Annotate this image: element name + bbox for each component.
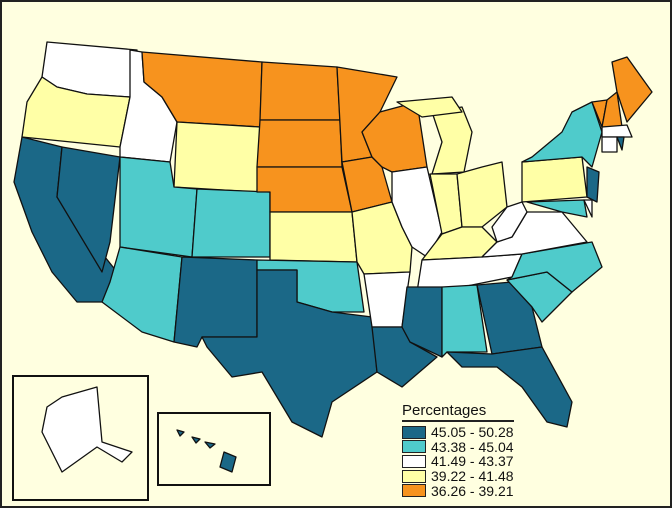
legend-label: 36.26 - 39.21 (431, 482, 514, 499)
state-ne (256, 166, 353, 213)
state-ak (41, 386, 133, 473)
state-pa (521, 156, 588, 203)
legend-swatch (402, 425, 426, 439)
legend-item: 36.26 - 39.21 (402, 482, 514, 499)
legend-item: 41.49 - 43.37 (402, 453, 514, 470)
state-ia (341, 156, 393, 213)
state-hi (191, 436, 201, 444)
legend-item: 43.38 - 45.04 (402, 438, 514, 455)
state-ny (521, 101, 603, 168)
state-de (583, 199, 593, 218)
state-nd (259, 61, 341, 121)
legend-swatch (402, 484, 426, 498)
state-tx (201, 269, 378, 438)
legend: Percentages 45.05 - 50.28 43.38 - 45.04 41… (402, 402, 514, 499)
state-al (441, 284, 488, 358)
legend-swatch (402, 454, 426, 468)
state-fl (446, 346, 573, 428)
state-il (391, 166, 443, 258)
legend-item: 45.05 - 50.28 (402, 424, 514, 441)
state-nm (173, 256, 258, 348)
state-mi (396, 96, 463, 118)
state-nj (586, 166, 600, 203)
state-wy (173, 121, 261, 193)
state-md (526, 199, 588, 218)
hawaii-inset-frame (157, 412, 271, 486)
state-az (101, 246, 183, 343)
legend-item: 39.22 - 41.48 (402, 468, 514, 485)
legend-swatch (402, 440, 426, 454)
state-ri (616, 136, 625, 151)
legend-swatch (402, 469, 426, 483)
legend-label: 43.38 - 45.04 (431, 438, 514, 455)
alaska-inset-frame (12, 375, 149, 501)
state-nv (56, 146, 121, 273)
state-ks (269, 211, 358, 263)
legend-label: 41.49 - 43.37 (431, 453, 514, 470)
state-co (191, 188, 271, 258)
state-ct (601, 136, 618, 153)
state-hi (204, 441, 216, 449)
state-me (611, 56, 653, 123)
legend-title: Percentages (402, 402, 514, 422)
state-sd (256, 119, 343, 168)
legend-label: 39.22 - 41.48 (431, 468, 514, 485)
state-hi (176, 429, 185, 437)
legend-label: 45.05 - 50.28 (431, 424, 514, 441)
state-mi (431, 106, 473, 175)
state-ma (601, 124, 633, 138)
state-hi (219, 451, 237, 473)
